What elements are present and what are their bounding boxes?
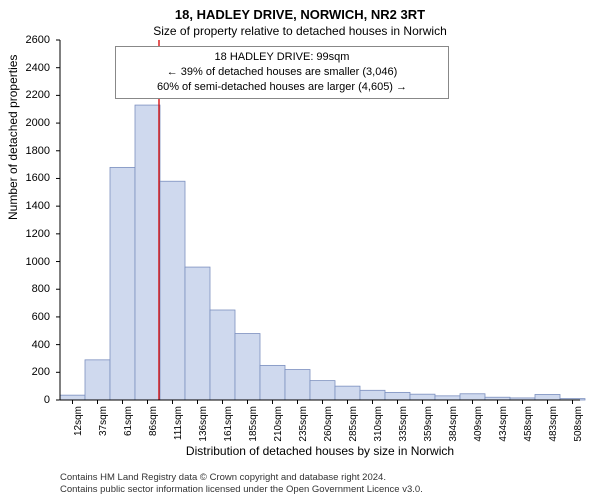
y-tick-label: 2000 xyxy=(0,117,50,129)
histogram-bar xyxy=(385,392,410,400)
x-tick-label: 384sqm xyxy=(448,406,459,446)
histogram-bar xyxy=(185,267,210,400)
x-tick-label: 161sqm xyxy=(223,406,234,446)
y-tick-label: 800 xyxy=(0,283,50,295)
y-axis-title: Number of detached properties xyxy=(6,55,20,220)
y-tick-label: 400 xyxy=(0,339,50,351)
y-tick-label: 0 xyxy=(0,394,50,406)
x-tick-label: 185sqm xyxy=(248,406,259,446)
histogram-bar xyxy=(135,105,160,400)
histogram-bar xyxy=(535,394,560,400)
histogram-bar xyxy=(160,181,185,400)
y-tick-label: 1000 xyxy=(0,256,50,268)
x-tick-label: 210sqm xyxy=(273,406,284,446)
footer-line: Contains HM Land Registry data © Crown c… xyxy=(60,472,580,484)
annotation-box: 18 HADLEY DRIVE: 99sqm ← 39% of detached… xyxy=(115,46,449,99)
annotation-line: ← 39% of detached houses are smaller (3,… xyxy=(122,65,442,80)
histogram-bar xyxy=(60,395,85,400)
x-tick-label: 434sqm xyxy=(498,406,509,446)
histogram-bar xyxy=(435,396,460,400)
y-tick-label: 1400 xyxy=(0,200,50,212)
x-tick-label: 335sqm xyxy=(398,406,409,446)
x-tick-label: 12sqm xyxy=(73,406,84,446)
histogram-bar xyxy=(260,365,285,400)
x-tick-label: 458sqm xyxy=(523,406,534,446)
footer-line: Contains public sector information licen… xyxy=(60,484,580,496)
histogram-bar xyxy=(310,381,335,400)
x-tick-label: 37sqm xyxy=(98,406,109,446)
x-tick-label: 86sqm xyxy=(148,406,159,446)
histogram-bar xyxy=(210,310,235,400)
chart-container: 18, HADLEY DRIVE, NORWICH, NR2 3RT Size … xyxy=(0,0,600,500)
histogram-bar xyxy=(235,334,260,400)
x-tick-label: 136sqm xyxy=(198,406,209,446)
chart-subtitle: Size of property relative to detached ho… xyxy=(0,24,600,38)
annotation-line: 60% of semi-detached houses are larger (… xyxy=(122,80,442,95)
histogram-bar xyxy=(85,360,110,400)
y-tick-label: 200 xyxy=(0,366,50,378)
footer: Contains HM Land Registry data © Crown c… xyxy=(60,472,580,496)
x-tick-label: 61sqm xyxy=(123,406,134,446)
x-tick-label: 359sqm xyxy=(423,406,434,446)
histogram-bar xyxy=(360,390,385,400)
x-tick-label: 260sqm xyxy=(323,406,334,446)
x-tick-label: 285sqm xyxy=(348,406,359,446)
x-tick-label: 409sqm xyxy=(473,406,484,446)
y-tick-label: 2600 xyxy=(0,34,50,46)
annotation-line: 18 HADLEY DRIVE: 99sqm xyxy=(122,50,442,65)
histogram-bar xyxy=(110,167,135,400)
x-tick-label: 235sqm xyxy=(298,406,309,446)
histogram-bar xyxy=(285,370,310,400)
histogram-bar xyxy=(410,394,435,400)
x-tick-label: 111sqm xyxy=(173,406,184,446)
y-tick-label: 1200 xyxy=(0,228,50,240)
y-tick-label: 1800 xyxy=(0,145,50,157)
y-tick-label: 2200 xyxy=(0,89,50,101)
x-axis-title: Distribution of detached houses by size … xyxy=(60,444,580,458)
chart-title: 18, HADLEY DRIVE, NORWICH, NR2 3RT xyxy=(0,7,600,22)
x-tick-label: 310sqm xyxy=(373,406,384,446)
y-tick-label: 600 xyxy=(0,311,50,323)
histogram-bar xyxy=(460,394,485,400)
x-tick-label: 483sqm xyxy=(548,406,559,446)
y-tick-label: 1600 xyxy=(0,172,50,184)
histogram-bar xyxy=(335,386,360,400)
x-tick-label: 508sqm xyxy=(573,406,584,446)
y-tick-label: 2400 xyxy=(0,62,50,74)
